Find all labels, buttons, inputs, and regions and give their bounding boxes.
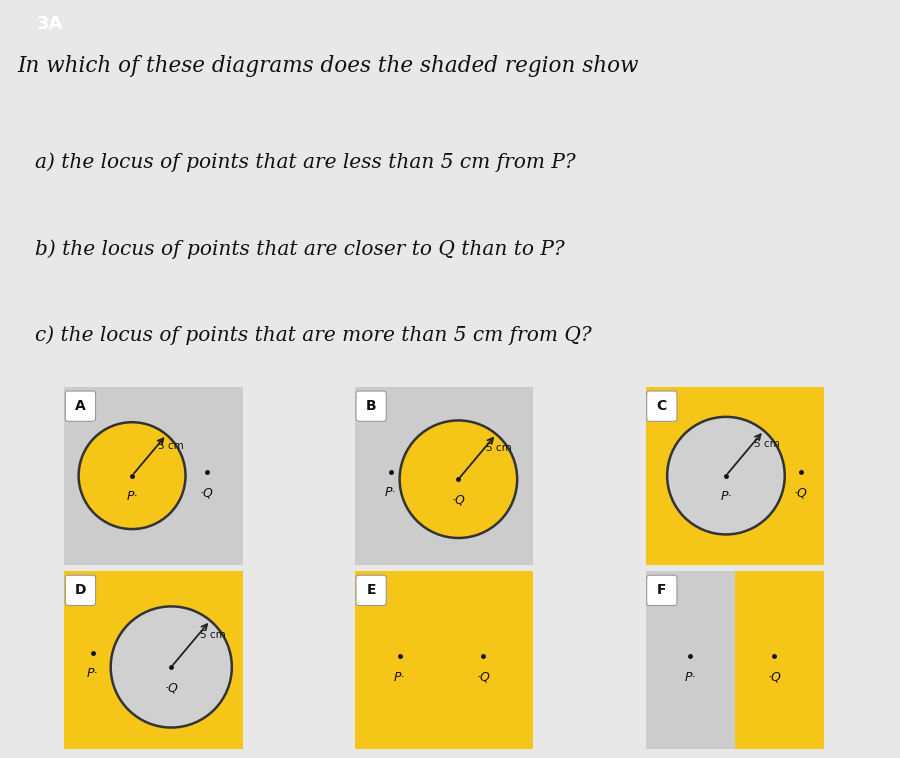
Text: D: D bbox=[75, 584, 86, 597]
FancyBboxPatch shape bbox=[66, 575, 95, 606]
Text: b) the locus of points that are closer to Q than to P?: b) the locus of points that are closer t… bbox=[35, 239, 565, 258]
Text: ·Q: ·Q bbox=[794, 487, 807, 500]
Text: In which of these diagrams does the shaded region show: In which of these diagrams does the shad… bbox=[18, 55, 639, 77]
Bar bbox=[735, 571, 824, 749]
Text: P·: P· bbox=[126, 490, 138, 503]
Text: 5 cm: 5 cm bbox=[486, 443, 512, 453]
Text: A: A bbox=[75, 399, 86, 413]
Circle shape bbox=[667, 417, 785, 534]
Text: F: F bbox=[657, 584, 667, 597]
Text: 5 cm: 5 cm bbox=[158, 441, 184, 451]
Text: ·Q: ·Q bbox=[200, 487, 214, 500]
Circle shape bbox=[78, 422, 185, 529]
Text: 3A: 3A bbox=[36, 15, 63, 33]
FancyBboxPatch shape bbox=[356, 575, 386, 606]
Text: P·: P· bbox=[385, 487, 397, 500]
Text: C: C bbox=[657, 399, 667, 413]
Text: ·Q: ·Q bbox=[767, 671, 781, 684]
Text: ·Q: ·Q bbox=[476, 671, 491, 684]
Text: c) the locus of points that are more than 5 cm from Q?: c) the locus of points that are more tha… bbox=[35, 326, 592, 346]
FancyBboxPatch shape bbox=[66, 391, 95, 421]
Text: E: E bbox=[366, 584, 376, 597]
Circle shape bbox=[111, 606, 232, 728]
Text: P·: P· bbox=[720, 490, 732, 503]
Text: P·: P· bbox=[394, 671, 405, 684]
Text: ·Q: ·Q bbox=[165, 681, 178, 694]
Text: 5 cm: 5 cm bbox=[754, 439, 779, 449]
Bar bbox=[646, 571, 735, 749]
Text: P·: P· bbox=[87, 667, 99, 680]
Circle shape bbox=[400, 421, 518, 538]
FancyBboxPatch shape bbox=[356, 391, 386, 421]
Text: 5 cm: 5 cm bbox=[200, 630, 226, 640]
FancyBboxPatch shape bbox=[647, 575, 677, 606]
Text: P·: P· bbox=[685, 671, 696, 684]
Text: B: B bbox=[365, 399, 376, 413]
FancyBboxPatch shape bbox=[647, 391, 677, 421]
Text: a) the locus of points that are less than 5 cm from P?: a) the locus of points that are less tha… bbox=[35, 152, 576, 172]
Text: ·Q: ·Q bbox=[452, 493, 465, 506]
